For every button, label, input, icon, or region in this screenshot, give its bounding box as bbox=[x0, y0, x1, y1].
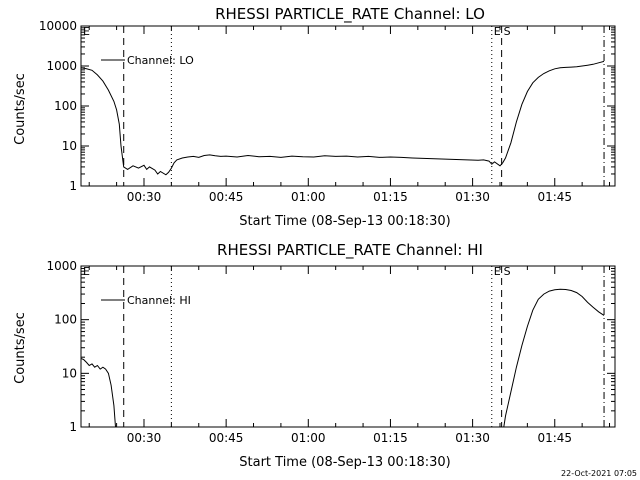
y-axis-label-lo: Counts/sec bbox=[13, 73, 28, 145]
x-tick-label-lo: 01:45 bbox=[537, 190, 572, 204]
x-tick-label-hi: 01:45 bbox=[537, 431, 572, 445]
y-tick-label-lo: 1000 bbox=[46, 59, 77, 73]
series-line-lo bbox=[80, 60, 605, 176]
chart-title-hi: RHESSI PARTICLE_RATE Channel: HI bbox=[217, 241, 483, 260]
marker-label-hi: E bbox=[83, 265, 90, 278]
x-tick-label-hi: 01:15 bbox=[373, 431, 408, 445]
marker-label-lo: E bbox=[494, 25, 501, 38]
y-tick-label-hi: 1000 bbox=[46, 259, 77, 273]
x-tick-label-hi: 01:00 bbox=[291, 431, 326, 445]
chart-title-lo: RHESSI PARTICLE_RATE Channel: LO bbox=[215, 5, 485, 24]
y-tick-label-lo: 10 bbox=[62, 139, 77, 153]
plot-frame-hi bbox=[80, 265, 616, 428]
x-tick-label-lo: 00:30 bbox=[127, 190, 162, 204]
x-tick-label-hi: 00:45 bbox=[209, 431, 244, 445]
y-tick-label-hi: 100 bbox=[54, 313, 77, 327]
x-tick-label-lo: 01:00 bbox=[291, 190, 326, 204]
legend-label-hi: Channel: HI bbox=[127, 294, 191, 307]
x-tick-label-lo: 00:45 bbox=[209, 190, 244, 204]
x-tick-label-lo: 01:30 bbox=[455, 190, 490, 204]
plot-frame-lo bbox=[80, 25, 616, 187]
x-axis-label-lo: Start Time (08-Sep-13 00:18:30) bbox=[239, 214, 450, 229]
series-line-hi bbox=[80, 288, 605, 428]
marker-label-hi: E bbox=[494, 265, 501, 278]
y-tick-label-lo: 1 bbox=[69, 179, 77, 193]
marker-label-hi: S bbox=[504, 265, 511, 278]
x-axis-label-hi: Start Time (08-Sep-13 00:18:30) bbox=[239, 455, 450, 470]
y-axis-label-hi: Counts/sec bbox=[13, 312, 28, 384]
y-tick-label-lo: 100 bbox=[54, 99, 77, 113]
x-tick-label-lo: 01:15 bbox=[373, 190, 408, 204]
marker-label-lo: S bbox=[504, 25, 511, 38]
y-tick-label-hi: 1 bbox=[69, 420, 77, 434]
legend-label-lo: Channel: LO bbox=[127, 54, 194, 67]
marker-label-lo: E bbox=[83, 25, 90, 38]
date-stamp: 22-Oct-2021 07:05 bbox=[561, 469, 637, 478]
x-tick-label-hi: 01:30 bbox=[455, 431, 490, 445]
y-tick-label-lo: 10000 bbox=[39, 19, 77, 33]
y-tick-label-hi: 10 bbox=[62, 366, 77, 380]
x-tick-label-hi: 00:30 bbox=[127, 431, 162, 445]
